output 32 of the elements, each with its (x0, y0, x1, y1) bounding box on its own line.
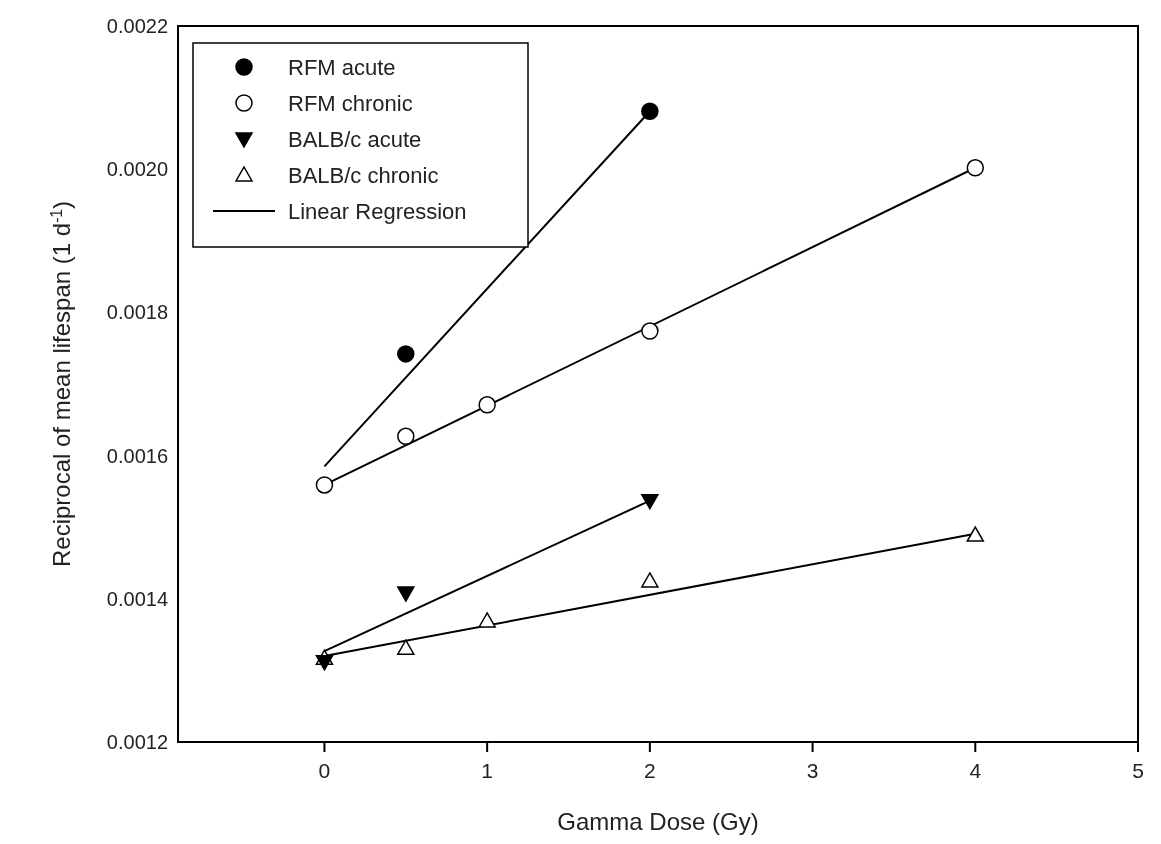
x-tick-label: 0 (318, 759, 331, 782)
point (397, 639, 415, 655)
legend-label: Linear Regression (288, 199, 467, 224)
point (315, 476, 334, 494)
x-axis-title: Gamma Dose (Gy) (557, 808, 759, 835)
point (397, 345, 415, 363)
x-tick-label: 4 (969, 759, 982, 782)
y-tick-label: 0.0016 (106, 444, 168, 467)
point (315, 655, 334, 671)
point (478, 396, 496, 414)
point (966, 159, 985, 177)
point (641, 572, 659, 588)
point (641, 493, 659, 510)
x-tick-label: 5 (1132, 759, 1144, 782)
x-tick-label: 2 (644, 759, 656, 782)
point (478, 612, 496, 628)
legend-label: BALB/c chronic (288, 163, 439, 188)
point (966, 526, 985, 542)
y-tick-label: 0.0022 (106, 15, 168, 37)
legend-label: RFM acute (288, 55, 396, 80)
y-tick-label: 0.0020 (106, 158, 168, 181)
y-tick-label: 0.0012 (106, 731, 168, 753)
legend-label: BALB/c acute (288, 127, 422, 152)
x-tick-label: 3 (806, 759, 819, 782)
y-tick-label: 0.0018 (106, 301, 168, 324)
point (397, 586, 415, 602)
point (397, 427, 415, 446)
x-tick-label: 1 (481, 759, 493, 782)
point (641, 322, 659, 340)
legend-label: RFM chronic (288, 91, 413, 116)
point (641, 102, 659, 120)
y-tick-label: 0.0014 (106, 587, 168, 610)
